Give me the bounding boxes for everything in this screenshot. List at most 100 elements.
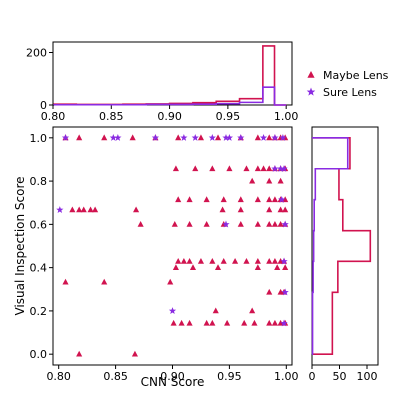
maybe-lens-point bbox=[243, 257, 250, 264]
y-tick-label-group: 0.4 bbox=[30, 262, 48, 275]
maybe-lens-point bbox=[266, 165, 273, 172]
maybe-lens-point bbox=[277, 206, 284, 213]
maybe-lens-point bbox=[271, 196, 278, 203]
maybe-lens-point bbox=[271, 319, 278, 326]
maybe-lens-point bbox=[282, 206, 289, 213]
maybe-lens-point bbox=[220, 257, 227, 264]
sure-lens-point bbox=[278, 195, 286, 203]
x-tick-label: 1.00 bbox=[274, 370, 299, 383]
maybe-lens-point bbox=[282, 196, 289, 203]
maybe-lens-point bbox=[170, 319, 177, 326]
y-tick-label-group: 0.6 bbox=[30, 218, 48, 231]
x-tick-label-group: 0.80 bbox=[46, 370, 71, 383]
legend-sure-label: Sure Lens bbox=[323, 86, 377, 99]
top-x-tick-label-group: 0.80 bbox=[41, 110, 66, 123]
maybe-lens-point bbox=[203, 196, 210, 203]
maybe-lens-point bbox=[133, 206, 140, 213]
maybe-lens-point bbox=[274, 264, 281, 271]
maybe-lens-point bbox=[172, 165, 179, 172]
maybe-lens-point bbox=[197, 257, 205, 264]
right-x-tick-label-group: 100 bbox=[357, 370, 378, 383]
right-x-tick-label-group: 0 bbox=[309, 370, 316, 383]
top-x-tick-label-group: 0.95 bbox=[216, 110, 241, 123]
top-y-tick-label: 0 bbox=[40, 99, 47, 112]
sure-lens-point bbox=[281, 220, 289, 228]
right-x-tick-label: 100 bbox=[357, 370, 378, 383]
maybe-lens-point bbox=[277, 220, 284, 227]
maybe-lens-point bbox=[282, 264, 289, 271]
maybe-lens-point bbox=[266, 319, 273, 326]
maybe-lens-point bbox=[220, 196, 227, 203]
maybe-lens-point bbox=[254, 196, 261, 203]
maybe-lens-point bbox=[76, 134, 83, 141]
sure-lens-point bbox=[259, 134, 268, 141]
maybe-lens-point bbox=[87, 206, 94, 213]
legend-maybe-marker bbox=[307, 71, 315, 78]
y-tick-label: 0.0 bbox=[30, 348, 48, 361]
maybe-lens-point bbox=[175, 196, 182, 203]
maybe-lens-point bbox=[167, 278, 174, 285]
maybe-lens-point bbox=[266, 196, 273, 203]
maybe-lens-point bbox=[266, 220, 273, 227]
maybe-lens-point bbox=[101, 134, 108, 141]
maybe-lens-point bbox=[172, 264, 179, 271]
y-tick-label-group: 0.8 bbox=[30, 175, 48, 188]
maybe-lens-point bbox=[224, 319, 231, 326]
maybe-lens-point bbox=[180, 257, 187, 264]
scatter-frame bbox=[52, 126, 293, 366]
maybe-lens-point bbox=[277, 319, 284, 326]
maybe-lens-point bbox=[219, 206, 226, 213]
right-hist-frame bbox=[311, 126, 379, 366]
right-x-tick-label-group: 50 bbox=[333, 370, 347, 383]
maybe-lens-point bbox=[203, 319, 210, 326]
maybe-lens-point bbox=[186, 257, 193, 264]
maybe-lens-point bbox=[212, 307, 219, 314]
x-tick-label: 0.80 bbox=[46, 370, 71, 383]
maybe-lens-point bbox=[249, 307, 256, 314]
maybe-lens-point bbox=[254, 220, 261, 227]
maybe-lens-point bbox=[237, 220, 244, 227]
right-hist-sure-step bbox=[311, 137, 349, 355]
sure-lens-point bbox=[222, 134, 230, 141]
sure-lens-point bbox=[180, 134, 188, 141]
maybe-lens-point bbox=[226, 165, 233, 172]
maybe-lens-point bbox=[277, 177, 284, 184]
sure-lens-point bbox=[237, 134, 245, 141]
maybe-lens-point bbox=[237, 196, 244, 203]
maybe-lens-point bbox=[62, 278, 69, 285]
x-tick-label: 0.90 bbox=[160, 370, 185, 383]
sure-lens-point bbox=[280, 257, 288, 265]
maybe-lens-point bbox=[131, 350, 139, 357]
maybe-lens-point bbox=[209, 319, 216, 326]
maybe-lens-point bbox=[254, 264, 261, 271]
legend-maybe-label: Maybe Lens bbox=[323, 69, 389, 82]
sure-lens-point bbox=[280, 164, 288, 172]
top-hist-maybe-step bbox=[53, 45, 287, 106]
scatter-plot: 0.80 0.85 0.90 0.95 1.00 0.0 0.2 0.4 0.6 0.8 1.0 bbox=[30, 126, 299, 383]
maybe-lens-point bbox=[101, 278, 108, 285]
x-axis-label: CNN Score bbox=[141, 375, 205, 389]
maybe-lens-point bbox=[209, 257, 216, 264]
maybe-lens-point bbox=[266, 288, 273, 295]
sure-lens-point bbox=[191, 134, 199, 141]
maybe-lens-point bbox=[241, 319, 248, 326]
maybe-lens-point bbox=[175, 257, 182, 264]
maybe-lens-point bbox=[192, 165, 199, 172]
top-x-tick-label-group: 0.90 bbox=[157, 110, 182, 123]
maybe-lens-point bbox=[237, 206, 244, 213]
maybe-lens-point bbox=[80, 206, 87, 213]
top-x-tick-label: 0.95 bbox=[216, 110, 241, 123]
maybe-lens-point bbox=[214, 264, 222, 271]
maybe-lens-point bbox=[186, 220, 193, 227]
maybe-lens-point bbox=[197, 134, 205, 141]
y-tick-label: 1.0 bbox=[30, 132, 48, 145]
top-x-tick-label: 0.90 bbox=[157, 110, 182, 123]
top-hist-sure-step bbox=[53, 86, 287, 106]
sure-lens-point bbox=[208, 134, 216, 141]
sure-lens-point bbox=[277, 164, 285, 172]
right-x-tick-label: 50 bbox=[333, 370, 347, 383]
x-tick-label-group: 0.90 bbox=[160, 370, 185, 383]
maybe-lens-point bbox=[69, 206, 76, 213]
right-x-tick-label: 0 bbox=[309, 370, 316, 383]
